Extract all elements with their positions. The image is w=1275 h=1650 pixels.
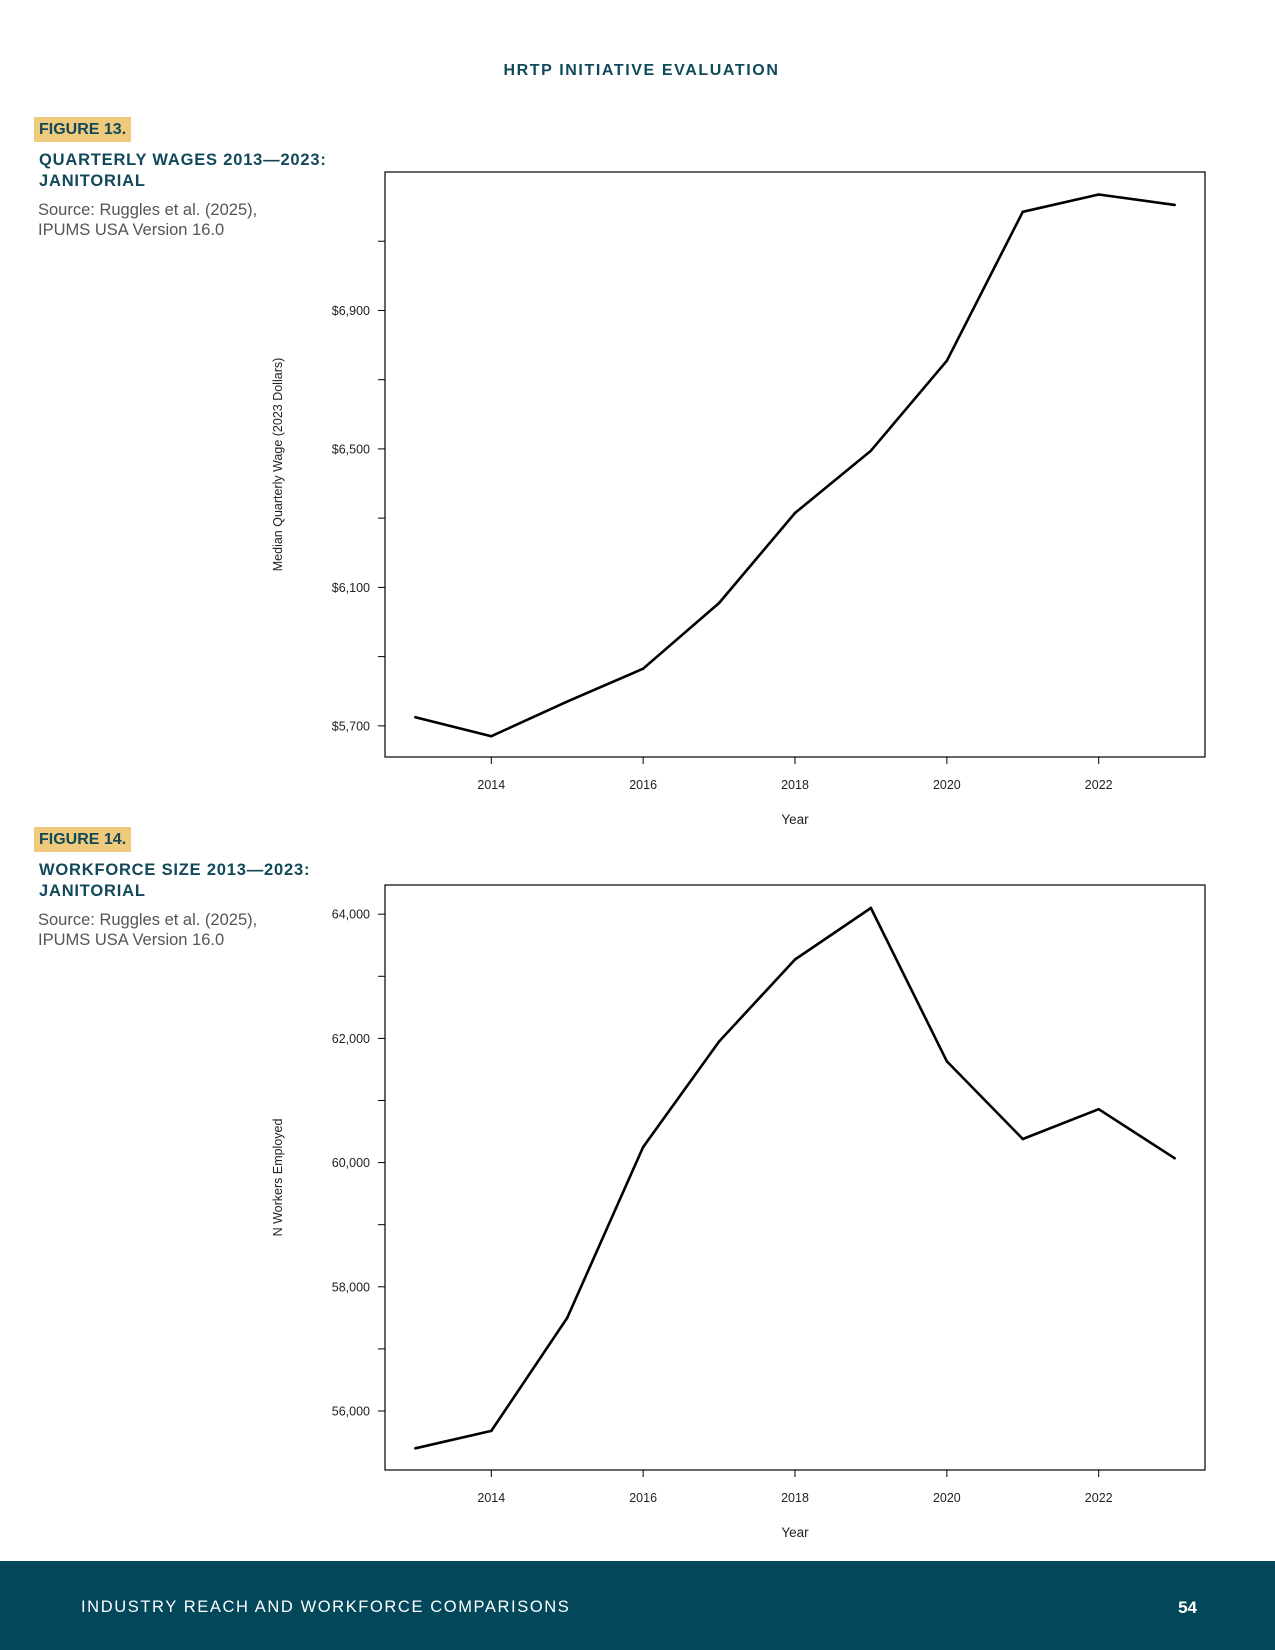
chart-0-y-tick-label: $6,500 xyxy=(332,442,370,456)
chart-0-y-tick-label: $6,900 xyxy=(332,304,370,318)
chart-0-x-tick-label: 2018 xyxy=(781,778,809,792)
footer-section-title: INDUSTRY REACH AND WORKFORCE COMPARISONS xyxy=(81,1598,571,1616)
chart-1-data-point xyxy=(414,1446,417,1450)
chart-1-data-point xyxy=(1173,1156,1176,1160)
chart-0-x-tick-label: 2022 xyxy=(1085,778,1113,792)
chart-0-data-point xyxy=(641,667,645,671)
chart-1-y-tick-label: 56,000 xyxy=(332,1405,370,1419)
chart-1-data-point xyxy=(869,906,873,910)
page-number: 54 xyxy=(1178,1598,1197,1617)
page-header: HRTP INITIATIVE EVALUATION xyxy=(503,62,780,79)
figure-13-source-line-1: Source: Ruggles et al. (2025), xyxy=(38,201,258,219)
chart-1-x-tick-label: 2014 xyxy=(477,1491,505,1505)
figure-14-source-line-1: Source: Ruggles et al. (2025), xyxy=(38,911,258,929)
figure-14-title-line-1: WORKFORCE SIZE 2013—2023: xyxy=(39,861,311,879)
figure-14-tag: FIGURE 14. xyxy=(34,827,132,852)
workforce-line-chart: 2014 2016 2018 2020 2022 56,000 58,000 60,000 62… xyxy=(271,884,1206,1540)
chart-1-y-tick-label: 64,000 xyxy=(332,908,370,922)
chart-0-y-axis-label: Median Quarterly Wage (2023 Dollars) xyxy=(271,358,285,572)
chart-1-data-point xyxy=(1021,1137,1025,1141)
chart-0-data-point xyxy=(869,449,873,452)
chart-1-y-tick-label: 60,000 xyxy=(332,1156,370,1170)
chart-1-data-point xyxy=(1097,1107,1101,1111)
figure-13-title: QUARTERLY WAGES 2013—2023: JANITORIAL xyxy=(39,150,359,192)
chart-1-plot-frame xyxy=(384,884,1206,1471)
figure-13-source: Source: Ruggles et al. (2025), IPUMS USA… xyxy=(38,200,358,240)
figure-14-title-line-2: JANITORIAL xyxy=(39,882,146,900)
chart-1-data-point xyxy=(641,1145,645,1149)
chart-0-x-tick-label: 2020 xyxy=(933,778,961,792)
chart-1-data-point xyxy=(565,1316,569,1320)
chart-0-data-point xyxy=(1097,193,1101,196)
chart-0-data-point xyxy=(945,359,949,362)
figure-14-title: WORKFORCE SIZE 2013—2023: JANITORIAL xyxy=(39,860,359,902)
chart-1-y-tick-label: 62,000 xyxy=(332,1032,370,1046)
chart-0-x-tick-label: 2014 xyxy=(477,778,505,792)
figure-13-tag: FIGURE 13. xyxy=(34,117,132,142)
chart-0-y-tick-label: $5,700 xyxy=(332,719,370,733)
footer-bar xyxy=(0,1561,1275,1650)
chart-0-data-point xyxy=(1173,203,1176,207)
chart-0-data-point xyxy=(1021,210,1025,214)
chart-1-data-point xyxy=(717,1040,721,1043)
chart-1-x-tick-label: 2020 xyxy=(933,1491,961,1505)
figure-13-title-line-2: JANITORIAL xyxy=(39,172,146,190)
chart-0-data-point xyxy=(717,601,721,605)
chart-0-data-point xyxy=(793,511,797,515)
chart-1-x-axis-label: Year xyxy=(781,1525,809,1540)
chart-1-y-axis-label: N Workers Employed xyxy=(271,1119,285,1237)
chart-0-plot-frame xyxy=(384,171,1206,758)
chart-1-series-line xyxy=(415,906,1176,1450)
chart-0-x-tick-label: 2016 xyxy=(629,778,657,792)
figure-13-title-line-1: QUARTERLY WAGES 2013—2023: xyxy=(39,151,327,169)
chart-0-data-point xyxy=(414,715,417,719)
chart-1-y-tick-label: 58,000 xyxy=(332,1280,370,1294)
figure-14-source: Source: Ruggles et al. (2025), IPUMS USA… xyxy=(38,910,358,950)
chart-0-x-axis-label: Year xyxy=(781,812,809,827)
figure-14-source-line-2: IPUMS USA Version 16.0 xyxy=(38,931,225,949)
chart-1-x-tick-label: 2022 xyxy=(1085,1491,1113,1505)
chart-1-x-tick-label: 2016 xyxy=(629,1491,657,1505)
chart-1-x-tick-label: 2018 xyxy=(781,1491,809,1505)
chart-1-data-point xyxy=(793,958,797,961)
chart-0-series-line xyxy=(415,193,1175,738)
chart-1-data-point xyxy=(945,1060,949,1063)
chart-0-y-tick-label: $6,100 xyxy=(332,581,370,595)
chart-0-data-point xyxy=(565,700,569,703)
wages-line-chart: 2014 2016 2018 2020 2022 $5,700 $6,100 $6,500 $6… xyxy=(271,171,1206,827)
chart-0-data-point xyxy=(489,734,493,738)
figure-13-source-line-2: IPUMS USA Version 16.0 xyxy=(38,221,225,239)
chart-1-data-point xyxy=(489,1429,493,1433)
